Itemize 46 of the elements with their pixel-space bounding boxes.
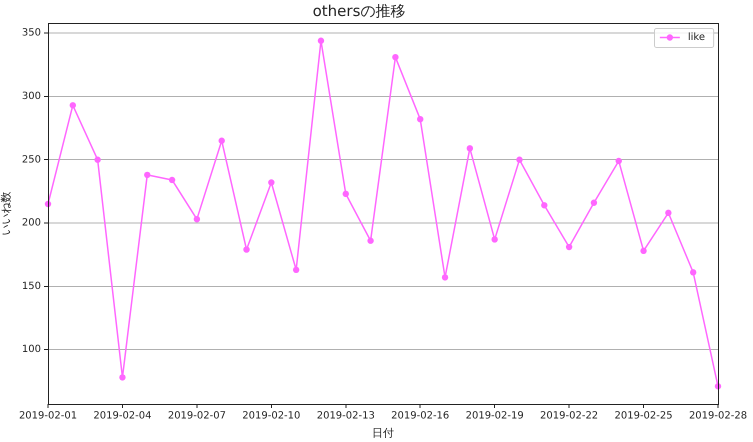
chart-title: othersの推移 — [312, 2, 406, 20]
point — [243, 246, 250, 253]
y-axis-title: いいね数 — [0, 192, 12, 236]
x-tick-label: 2019-02-28 — [688, 410, 748, 422]
point — [442, 274, 448, 281]
y-tick-label: 150 — [22, 280, 41, 292]
point — [665, 210, 672, 216]
point — [119, 374, 126, 381]
point — [292, 266, 300, 274]
point — [466, 145, 474, 152]
point — [392, 54, 399, 60]
point — [318, 38, 324, 44]
point — [417, 116, 424, 122]
point — [94, 156, 101, 163]
y-tick-label: 300 — [22, 91, 41, 102]
x-tick-label: 2019-02-22 — [540, 410, 598, 422]
y-tick-label: 200 — [22, 218, 41, 229]
point — [168, 176, 176, 184]
x-tick-label: 2019-02-19 — [466, 410, 524, 422]
y-tick-label: 100 — [22, 344, 41, 356]
x-tick-label: 2019-02-25 — [614, 410, 673, 422]
x-tick-label: 2019-02-01 — [18, 410, 78, 422]
x-tick-label: 2019-02-16 — [391, 410, 450, 422]
point — [70, 102, 76, 108]
point — [367, 238, 374, 244]
y-tick-label: 250 — [22, 154, 41, 166]
point — [516, 156, 523, 163]
x-axis-title: 日付 — [372, 426, 394, 440]
point — [541, 202, 548, 208]
point — [566, 244, 572, 250]
point — [690, 269, 696, 276]
point — [144, 172, 150, 178]
x-tick-label: 2019-02-04 — [93, 410, 152, 422]
legend-label: like — [688, 32, 706, 44]
point — [640, 248, 647, 254]
x-tick-label: 2019-02-07 — [168, 410, 226, 422]
point — [491, 236, 498, 243]
point — [590, 200, 598, 206]
point — [194, 216, 200, 222]
x-tick-label: 2019-02-10 — [242, 410, 300, 422]
point — [268, 179, 275, 186]
point — [616, 158, 622, 164]
x-tick-label: 2019-02-13 — [316, 410, 375, 422]
point — [342, 190, 349, 198]
y-tick-label: 350 — [22, 28, 41, 39]
point — [218, 138, 225, 144]
